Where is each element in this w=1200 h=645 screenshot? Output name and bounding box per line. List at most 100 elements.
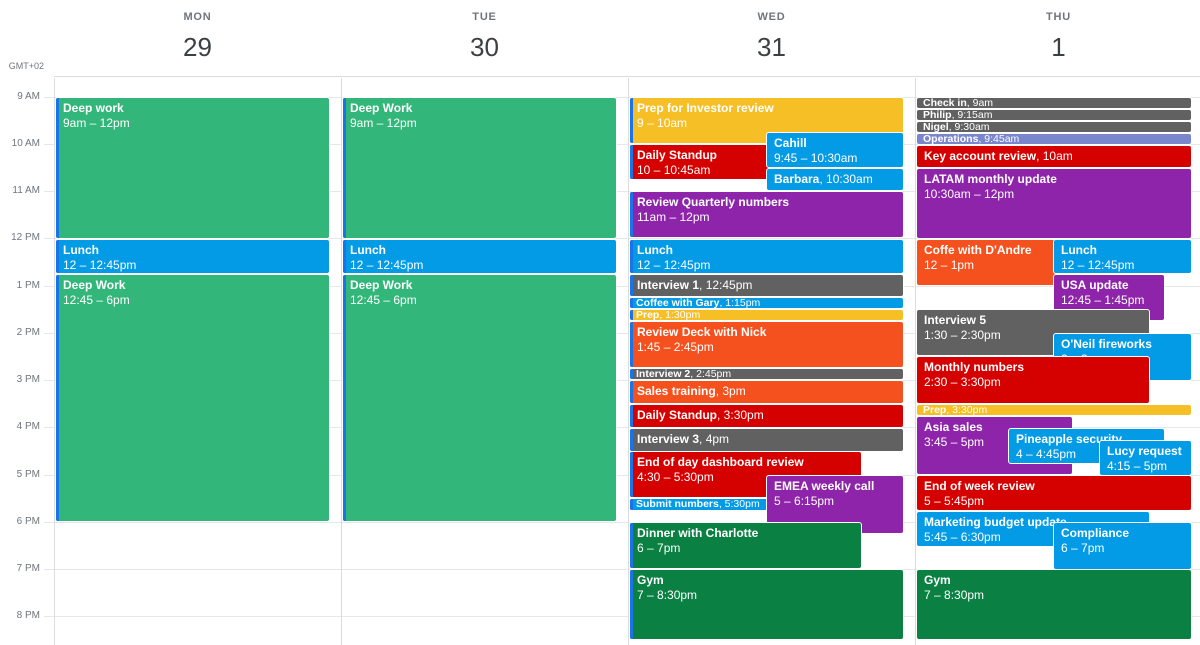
event-thu-gym[interactable]: Gym 7 – 8:30pm xyxy=(916,569,1192,640)
event-time: 9:45 – 10:30am xyxy=(774,151,858,165)
event-title: Lucy request xyxy=(1107,444,1182,458)
event-accent xyxy=(630,405,633,427)
event-thu-key-account[interactable]: Key account review, 10am xyxy=(916,145,1192,168)
header-divider xyxy=(54,76,1200,77)
event-thu-operations[interactable]: Operations, 9:45am xyxy=(916,133,1192,145)
event-time: 5 – 6:15pm xyxy=(774,494,835,508)
event-thu-coffe-dandre[interactable]: Coffe with D'Andre 12 – 1pm xyxy=(916,239,1076,286)
timezone-label: GMT+02 xyxy=(8,61,44,71)
day-header-thu[interactable]: THU 1 xyxy=(915,0,1200,78)
event-title: Pineapple security xyxy=(1016,432,1123,446)
event-title: Daily Standup xyxy=(637,408,718,422)
event-accent xyxy=(630,192,633,237)
event-tue-deep-work-am[interactable]: Deep Work 9am – 12pm xyxy=(342,97,617,239)
event-wed-daily-standup[interactable]: Daily Standup 10 – 10:45am xyxy=(629,144,789,180)
event-mon-deep-work-am[interactable]: Deep work 9am – 12pm xyxy=(55,97,330,239)
event-time: 12 – 12:45pm xyxy=(1061,258,1135,272)
event-title: Lunch xyxy=(637,243,673,257)
event-time: 10 – 10:45am xyxy=(637,163,711,177)
event-time: 11am – 12pm xyxy=(637,210,710,224)
event-wed-interview1[interactable]: Interview 1, 12:45pm xyxy=(629,274,904,297)
event-wed-submit[interactable]: Submit numbers, 5:30pm xyxy=(629,498,789,511)
event-time: 7 – 8:30pm xyxy=(637,588,698,602)
event-time: 4:15 – 5pm xyxy=(1107,459,1168,473)
event-time: 7 – 8:30pm xyxy=(924,588,985,602)
day-header-mon[interactable]: MON 29 xyxy=(54,0,341,78)
event-accent xyxy=(630,570,633,639)
event-tue-lunch[interactable]: Lunch 12 – 12:45pm xyxy=(342,239,617,274)
event-thu-prep[interactable]: Prep, 3:30pm xyxy=(916,404,1192,416)
event-time: , 9:45am xyxy=(978,133,1020,145)
event-title: Deep Work xyxy=(350,101,413,115)
event-wed-daily-standup-2[interactable]: Daily Standup, 3:30pm xyxy=(629,404,904,428)
event-time: , 4pm xyxy=(699,432,730,446)
event-title: End of week review xyxy=(924,479,1035,493)
event-mon-deep-work-pm[interactable]: Deep Work 12:45 – 6pm xyxy=(55,274,330,522)
event-thu-monthly-numbers[interactable]: Monthly numbers 2:30 – 3:30pm xyxy=(916,356,1150,404)
event-accent xyxy=(630,523,633,568)
event-wed-prep-investor[interactable]: Prep for Investor review 9 – 10am xyxy=(629,97,904,144)
event-thu-lucy[interactable]: Lucy request 4:15 – 5pm xyxy=(1099,440,1192,476)
event-title: Interview 2 xyxy=(636,368,691,380)
hour-label: 3 PM xyxy=(16,374,40,385)
event-time: 12:45 – 6pm xyxy=(350,293,417,307)
event-wed-review-quarterly[interactable]: Review Quarterly numbers 11am – 12pm xyxy=(629,191,904,238)
event-accent xyxy=(630,145,633,179)
event-wed-interview2[interactable]: Interview 2, 2:45pm xyxy=(629,368,904,380)
event-thu-compliance[interactable]: Compliance 6 – 7pm xyxy=(1053,522,1192,570)
event-wed-review-deck[interactable]: Review Deck with Nick 1:45 – 2:45pm xyxy=(629,321,904,368)
event-thu-lunch[interactable]: Lunch 12 – 12:45pm xyxy=(1053,239,1192,274)
event-time: , 12:45pm xyxy=(699,278,753,292)
event-time: 2:30 – 3:30pm xyxy=(924,375,1001,389)
event-time: 12:45 – 1:45pm xyxy=(1061,293,1145,307)
event-wed-cahill[interactable]: Cahill 9:45 – 10:30am xyxy=(766,132,904,168)
event-time: 12 – 1pm xyxy=(924,258,975,272)
event-thu-end-week[interactable]: End of week review 5 – 5:45pm xyxy=(916,475,1192,511)
event-title: Sales training xyxy=(637,384,716,398)
event-thu-pineapple[interactable]: Pineapple security 4 – 4:45pm xyxy=(1008,428,1165,464)
event-thu-latam[interactable]: LATAM monthly update 10:30am – 12pm xyxy=(916,168,1192,239)
event-thu-nigel[interactable]: Nigel, 9:30am xyxy=(916,121,1192,133)
event-wed-lunch[interactable]: Lunch 12 – 12:45pm xyxy=(629,239,904,274)
event-title: USA update xyxy=(1061,278,1129,292)
event-title: Deep work xyxy=(63,101,124,115)
event-time: 9am – 12pm xyxy=(350,116,417,130)
event-thu-philip[interactable]: Philip, 9:15am xyxy=(916,109,1192,121)
event-time: 5 – 5:45pm xyxy=(924,494,985,508)
event-time: 9 – 10am xyxy=(637,116,688,130)
event-title: Key account review xyxy=(924,149,1037,163)
event-title: End of day dashboard review xyxy=(637,455,804,469)
event-wed-prep[interactable]: Prep, 1:30pm xyxy=(629,309,904,321)
event-wed-gym[interactable]: Gym 7 – 8:30pm xyxy=(629,569,904,640)
event-wed-dinner[interactable]: Dinner with Charlotte 6 – 7pm xyxy=(629,522,862,569)
event-accent xyxy=(630,98,633,143)
event-accent xyxy=(630,310,633,320)
day-number[interactable]: 1 xyxy=(1051,32,1066,62)
event-wed-interview3[interactable]: Interview 3, 4pm xyxy=(629,428,904,452)
event-mon-lunch[interactable]: Lunch 12 – 12:45pm xyxy=(55,239,330,274)
event-time: 10:30am – 12pm xyxy=(924,187,1015,201)
event-wed-barbara[interactable]: Barbara, 10:30am xyxy=(766,168,904,191)
event-thu-checkin[interactable]: Check in, 9am xyxy=(916,97,1192,109)
event-wed-coffee-gary[interactable]: Coffee with Gary, 1:15pm xyxy=(629,297,904,309)
event-time: , 5:30pm xyxy=(718,498,760,510)
event-time: 6 – 7pm xyxy=(1061,541,1105,555)
event-title: Lunch xyxy=(1061,243,1097,257)
day-header-tue[interactable]: TUE 30 xyxy=(341,0,628,78)
hour-label: 10 AM xyxy=(11,138,40,149)
day-number[interactable]: 30 xyxy=(470,32,499,62)
day-header-wed[interactable]: WED 31 xyxy=(628,0,915,78)
hour-line xyxy=(44,522,1200,523)
event-wed-sales-training[interactable]: Sales training, 3pm xyxy=(629,380,904,404)
event-tue-deep-work-pm[interactable]: Deep Work 12:45 – 6pm xyxy=(342,274,617,522)
day-number[interactable]: 31 xyxy=(757,32,786,62)
event-time: , 10am xyxy=(1036,149,1073,163)
event-time: , 2:45pm xyxy=(690,368,732,380)
event-time: 3:45 – 5pm xyxy=(924,435,985,449)
day-number[interactable]: 29 xyxy=(183,32,212,62)
event-time: , 9am xyxy=(966,97,994,109)
event-time: , 1:30pm xyxy=(659,309,701,321)
event-time: , 10:30am xyxy=(819,172,873,186)
event-title: Interview 1 xyxy=(637,278,700,292)
event-accent xyxy=(56,275,59,521)
